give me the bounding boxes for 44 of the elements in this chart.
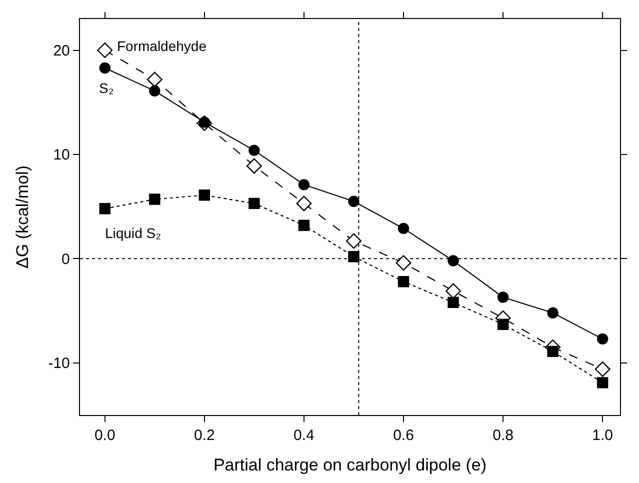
y-tick-label: 10 xyxy=(53,146,70,164)
point xyxy=(97,42,113,58)
y-tick-label: -10 xyxy=(48,355,70,372)
point xyxy=(348,196,360,207)
point xyxy=(346,233,362,249)
x-tick-label: 0.4 xyxy=(294,427,314,444)
point xyxy=(146,72,162,88)
y-tick-label: 20 xyxy=(53,42,70,60)
y-tick-label: 0 xyxy=(62,250,70,268)
point xyxy=(448,255,459,266)
x-tick-label: 0.2 xyxy=(194,427,215,444)
point xyxy=(596,377,608,388)
x-tick-label: 0.6 xyxy=(393,427,414,444)
point xyxy=(248,198,260,210)
point xyxy=(497,292,509,303)
x-tick-label: 0.8 xyxy=(492,427,514,444)
series-label: Liquid S₂ xyxy=(105,225,162,241)
point xyxy=(547,346,558,358)
point xyxy=(547,307,558,318)
series-label: Formaldehyde xyxy=(117,38,207,54)
point xyxy=(298,220,310,231)
point xyxy=(246,158,262,174)
point xyxy=(596,333,608,345)
point xyxy=(446,283,462,299)
point xyxy=(398,276,410,288)
point xyxy=(298,179,310,190)
point xyxy=(99,203,110,214)
x-tick-label: 0.0 xyxy=(94,427,116,444)
point xyxy=(149,194,160,205)
point xyxy=(198,190,210,201)
point xyxy=(248,144,260,156)
point xyxy=(497,318,509,330)
point xyxy=(296,196,312,212)
point xyxy=(149,85,160,97)
x-axis-title: Partial charge on carbonyl dipole (e) xyxy=(213,456,487,474)
x-tick-label: 1.0 xyxy=(592,427,614,444)
point xyxy=(99,62,110,74)
point xyxy=(396,255,412,271)
point xyxy=(398,222,410,234)
y-axis-title: ΔG (kcal/mol) xyxy=(12,166,32,268)
point xyxy=(594,361,610,377)
series-label: S₂ xyxy=(99,80,114,96)
point xyxy=(448,296,459,308)
point xyxy=(348,251,360,262)
